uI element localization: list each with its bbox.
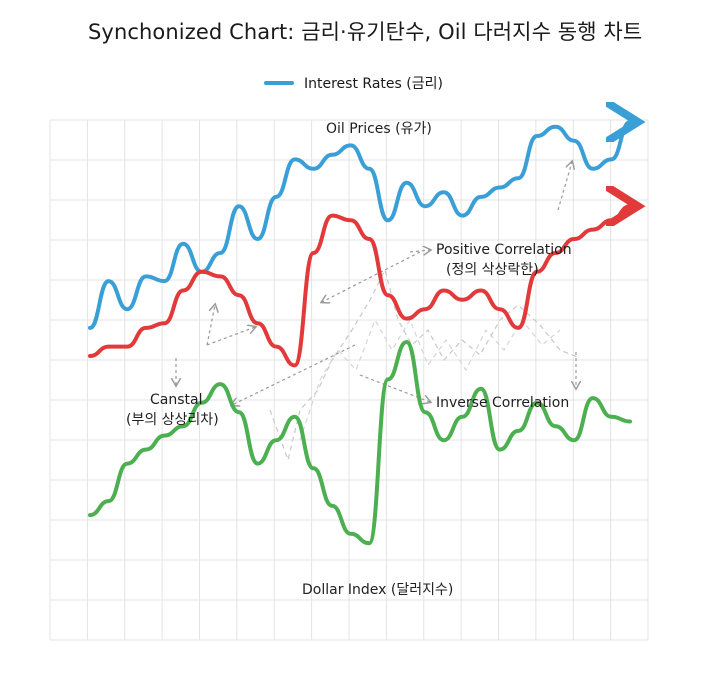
oil-prices-line: [88, 122, 630, 330]
grid: [49, 119, 649, 641]
positive-correlation-label: Positive Correlation: [436, 242, 572, 258]
positive-correlation-sublabel: (정의 삭상락한): [446, 262, 539, 278]
oil-prices-label: Oil Prices (유가): [326, 121, 432, 137]
dashed-line-2: [299, 318, 561, 441]
arrow-positive-correlation-tip: [409, 250, 430, 252]
canstal-label: Canstal: [150, 392, 202, 408]
legend-swatch: [264, 81, 294, 85]
grey-callout-arrows: [176, 162, 576, 405]
dollar-index-line: [88, 340, 632, 546]
arrow-right-top: [557, 162, 572, 211]
legend-label: Interest Rates (금리): [304, 76, 443, 92]
dollar-index-label: Dollar Index (달러지수): [302, 582, 453, 598]
interest-rates-line: [88, 206, 630, 368]
arrow-canstal-right: [232, 344, 356, 405]
legend: Interest Rates (금리): [264, 73, 443, 93]
arrow-cluster-left: [206, 305, 215, 346]
canstal-sublabel: (부의 상상리차): [126, 412, 219, 428]
dashed-line-1: [269, 268, 581, 463]
dashed-correlation-lines: [269, 268, 581, 463]
chart-title: Synchonized Chart: 금리·유기탄수, Oil 다러지수 동행 …: [88, 20, 643, 44]
arrow-cluster-right: [206, 327, 255, 346]
inverse-correlation-label: Inverse Correlation: [436, 395, 569, 411]
arrow-positive-correlation: [322, 251, 421, 302]
series-group: [88, 122, 632, 546]
